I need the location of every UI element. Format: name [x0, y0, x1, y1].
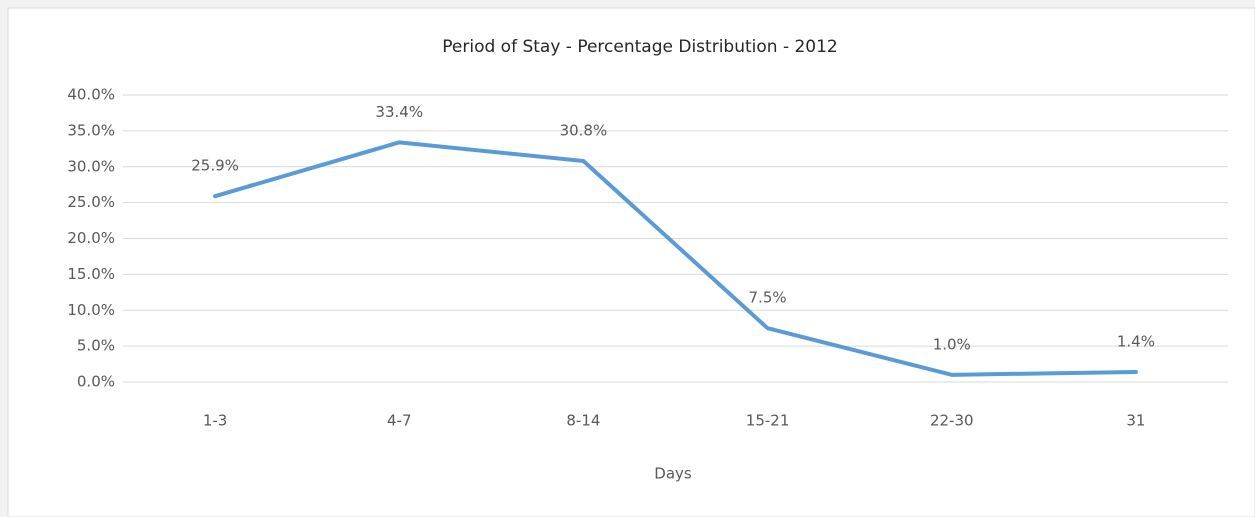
data-line [213, 140, 1138, 377]
y-tick-label: 35.0% [67, 121, 115, 139]
data-label: 1.0% [933, 335, 971, 353]
data-label: 7.5% [749, 289, 787, 307]
y-tick-label: 10.0% [67, 301, 115, 319]
x-tick-label: 22-30 [930, 412, 974, 430]
x-tick-label: 1-3 [203, 412, 228, 430]
y-tick-label: 15.0% [67, 265, 115, 283]
chart-area [7, 7, 1255, 517]
x-tick-label: 8-14 [566, 412, 600, 430]
x-tick-label: 15-21 [746, 412, 790, 430]
data-label: 25.9% [191, 157, 239, 175]
data-label: 30.8% [560, 122, 608, 140]
x-axis-label: Days [654, 465, 692, 483]
x-tick-label: 4-7 [387, 412, 412, 430]
y-tick-label: 20.0% [67, 229, 115, 247]
x-tick-label: 31 [1126, 412, 1145, 430]
y-tick-label: 0.0% [77, 373, 115, 391]
y-tick-label: 30.0% [67, 157, 115, 175]
chart-title: Period of Stay - Percentage Distribution… [442, 37, 838, 57]
y-tick-label: 25.0% [67, 193, 115, 211]
data-label: 33.4% [375, 103, 423, 121]
y-tick-label: 5.0% [77, 337, 115, 355]
data-label: 1.4% [1117, 332, 1155, 350]
y-tick-label: 40.0% [67, 86, 115, 104]
